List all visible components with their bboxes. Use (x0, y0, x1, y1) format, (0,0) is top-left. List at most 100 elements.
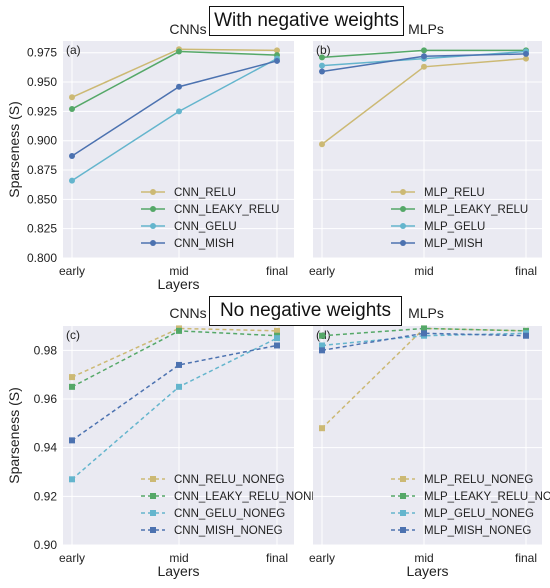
plot-area (313, 326, 542, 545)
data-point (176, 383, 182, 390)
data-point (176, 48, 182, 55)
legend-label: MLP_GELU_NONEG (424, 508, 534, 520)
legend-label: CNN_MISH_NONEG (174, 525, 283, 537)
y-axis-label: Sparseness (S) (6, 387, 22, 483)
panel-label: (c) (66, 328, 80, 342)
legend-marker (150, 493, 156, 499)
x-tick-label: final (515, 264, 537, 278)
data-point (319, 54, 325, 61)
data-point (274, 327, 280, 334)
legend-label: CNN_GELU (174, 221, 237, 233)
data-point (176, 361, 182, 368)
chart-panel-1: early mid final (b) MLPs MLP_RELU MLP_LEAKY_RE… (309, 21, 542, 278)
data-point (421, 330, 427, 337)
data-point (319, 141, 325, 148)
data-point (69, 94, 75, 101)
x-tick-label: final (266, 551, 288, 565)
legend-marker (400, 206, 406, 212)
x-tick-label: final (515, 551, 537, 565)
data-point (69, 106, 75, 113)
y-tick-label: 0.98 (34, 343, 58, 357)
panel-label: (b) (316, 43, 331, 57)
legend-marker (400, 493, 406, 499)
x-tick-label: mid (414, 551, 433, 565)
legend-marker (150, 510, 156, 516)
panel-title: CNNs (169, 305, 206, 321)
data-point (421, 53, 427, 60)
x-axis-label: Layers (406, 563, 448, 579)
chart-panel-3: earlymidfinal(d)MLPsLayersMLP_RELU_NONEG… (309, 305, 550, 579)
data-point (69, 152, 75, 159)
banner-no-negative-weights: No negative weights (209, 296, 402, 326)
data-point (319, 425, 325, 432)
legend-marker (150, 189, 156, 195)
series-line (321, 327, 527, 337)
y-tick-label: 0.92 (34, 489, 58, 503)
data-point (319, 347, 325, 354)
x-tick-label: mid (169, 264, 188, 278)
y-tick-label: 0.875 (27, 163, 57, 177)
data-point (274, 47, 280, 54)
legend-marker (400, 476, 406, 482)
legend-label: CNN_RELU (174, 187, 236, 199)
data-point (421, 325, 427, 332)
legend-marker (400, 527, 406, 533)
panel-label: (a) (66, 43, 81, 57)
data-point (421, 47, 427, 54)
x-tick-label: early (309, 551, 335, 565)
series-line (321, 332, 527, 352)
legend-marker (400, 223, 406, 229)
legend-label: MLP_RELU (424, 187, 485, 199)
data-point (176, 327, 182, 334)
data-point (523, 55, 529, 62)
y-tick-label: 0.800 (27, 251, 57, 265)
x-tick-label: early (59, 264, 85, 278)
legend-label: MLP_LEAKY_RELU (424, 204, 528, 216)
legend-marker (150, 223, 156, 229)
legend-label: CNN_MISH (174, 238, 234, 250)
legend-label: MLP_RELU_NONEG (424, 474, 533, 486)
y-tick-label: 0.90 (34, 538, 58, 552)
chart-panel-2: 0.90 0.92 0.94 0.96 0.98 early mid final (c) CNNs… (6, 305, 328, 579)
legend-label: MLP_LEAKY_RELU_NONEG (424, 491, 550, 503)
series-line (321, 332, 527, 347)
data-point (176, 108, 182, 115)
data-point (319, 62, 325, 69)
y-tick-label: 0.825 (27, 222, 57, 236)
legend-marker (400, 510, 406, 516)
legend-marker (400, 240, 406, 246)
data-point (69, 177, 75, 184)
chart-panel-0: 0.800 0.825 0.850 0.875 0.900 0.925 0.950 0.975… (6, 21, 294, 292)
legend-label: CNN_LEAKY_RELU_NONEG (174, 491, 328, 503)
legend-marker (150, 240, 156, 246)
legend-marker (150, 476, 156, 482)
series-line (71, 327, 278, 378)
x-axis-label: Layers (157, 563, 199, 579)
y-tick-label: 0.850 (27, 192, 57, 206)
y-tick-label: 0.94 (34, 441, 58, 455)
data-point (523, 332, 529, 339)
panel-title: CNNs (169, 21, 206, 37)
data-point (69, 476, 75, 483)
data-point (274, 335, 280, 342)
x-tick-label: early (309, 264, 335, 278)
x-tick-label: mid (169, 551, 188, 565)
series-line (71, 344, 278, 441)
legend-label: MLP_GELU (424, 221, 485, 233)
legend-marker (150, 206, 156, 212)
legend-label: CNN_LEAKY_RELU (174, 204, 279, 216)
y-tick-label: 0.925 (27, 104, 57, 118)
legend-label: CNN_RELU_NONEG (174, 474, 285, 486)
data-point (274, 342, 280, 349)
data-point (421, 63, 427, 70)
data-point (69, 437, 75, 444)
data-point (319, 332, 325, 339)
data-point (319, 342, 325, 349)
x-tick-label: mid (414, 264, 433, 278)
data-point (176, 83, 182, 90)
panel-title: MLPs (408, 305, 444, 321)
legend-marker (400, 189, 406, 195)
x-axis-label: Layers (157, 276, 199, 292)
y-axis-label: Sparseness (S) (6, 101, 22, 197)
data-point (69, 383, 75, 390)
